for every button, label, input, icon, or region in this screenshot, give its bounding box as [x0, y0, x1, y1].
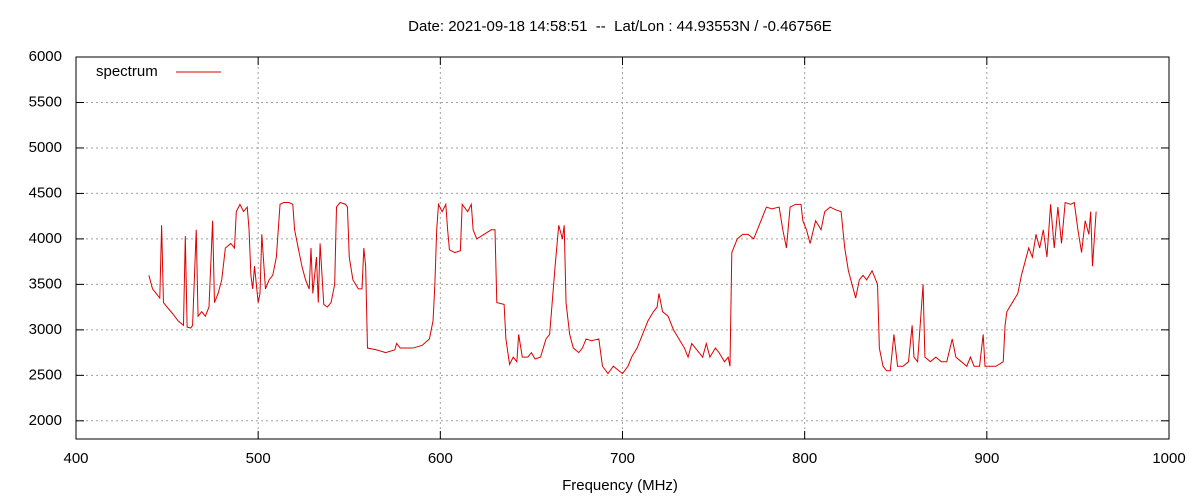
chart-title: Date: 2021-09-18 14:58:51 -- Lat/Lon : 4…	[408, 18, 832, 35]
y-tick-label: 4000	[29, 230, 62, 247]
x-tick-label: 900	[974, 450, 999, 467]
y-tick-label: 3000	[29, 321, 62, 338]
y-tick-label: 5000	[29, 139, 62, 156]
legend-label: spectrum	[96, 63, 158, 80]
x-tick-label: 1000	[1152, 450, 1185, 467]
y-tick-label: 3500	[29, 275, 62, 292]
x-axis-label: Frequency (MHz)	[562, 477, 678, 494]
series-line	[148, 201, 1097, 375]
y-tick-label: 4500	[29, 184, 62, 201]
x-tick-label: 800	[792, 450, 817, 467]
y-tick-label: 5500	[29, 93, 62, 110]
x-tick-label: 400	[63, 450, 88, 467]
x-tick-label: 700	[610, 450, 635, 467]
y-tick-label: 2000	[29, 412, 62, 429]
y-tick-label: 6000	[29, 48, 62, 65]
x-tick-label: 500	[246, 450, 271, 467]
x-tick-label: 600	[428, 450, 453, 467]
plot-frame	[75, 56, 1170, 440]
y-tick-label: 2500	[29, 366, 62, 383]
